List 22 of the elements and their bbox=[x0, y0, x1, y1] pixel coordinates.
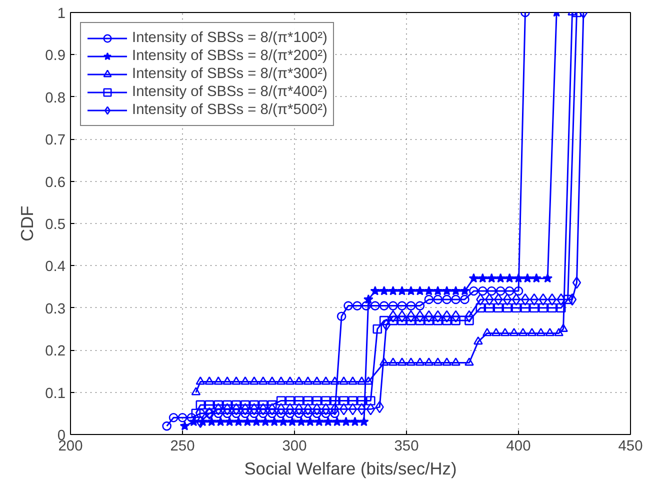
x-tick-label: 450 bbox=[618, 438, 643, 454]
y-tick-label: 0.7 bbox=[45, 132, 66, 149]
x-tick-label: 250 bbox=[170, 438, 195, 454]
y-tick-label: 0.3 bbox=[45, 301, 66, 318]
legend-label: Intensity of SBSs = 8/(π*200²) bbox=[132, 47, 328, 65]
x-tick-label: 400 bbox=[506, 438, 531, 454]
x-tick-label: 350 bbox=[394, 438, 419, 454]
y-axis-title: CDF bbox=[17, 206, 38, 242]
legend-label: Intensity of SBSs = 8/(π*300²) bbox=[132, 65, 328, 83]
legend-label: Intensity of SBSs = 8/(π*100²) bbox=[132, 29, 328, 47]
y-tick-label: 0.6 bbox=[45, 174, 66, 191]
y-tick-label: 0.4 bbox=[45, 259, 66, 276]
y-tick-label: 0.1 bbox=[45, 386, 66, 402]
y-tick-label: 0.9 bbox=[45, 48, 66, 64]
x-axis-title: Social Welfare (bits/sec/Hz) bbox=[244, 458, 457, 478]
y-tick-label: 0.8 bbox=[45, 90, 66, 106]
y-tick-label: 0.2 bbox=[45, 344, 66, 360]
legend-label: Intensity of SBSs = 8/(π*400²) bbox=[132, 83, 328, 101]
x-tick-label: 300 bbox=[282, 438, 307, 454]
legend-label: Intensity of SBSs = 8/(π*500²) bbox=[132, 101, 328, 119]
y-tick-label: 1 bbox=[57, 6, 66, 22]
y-tick-label: 0.5 bbox=[45, 217, 66, 233]
